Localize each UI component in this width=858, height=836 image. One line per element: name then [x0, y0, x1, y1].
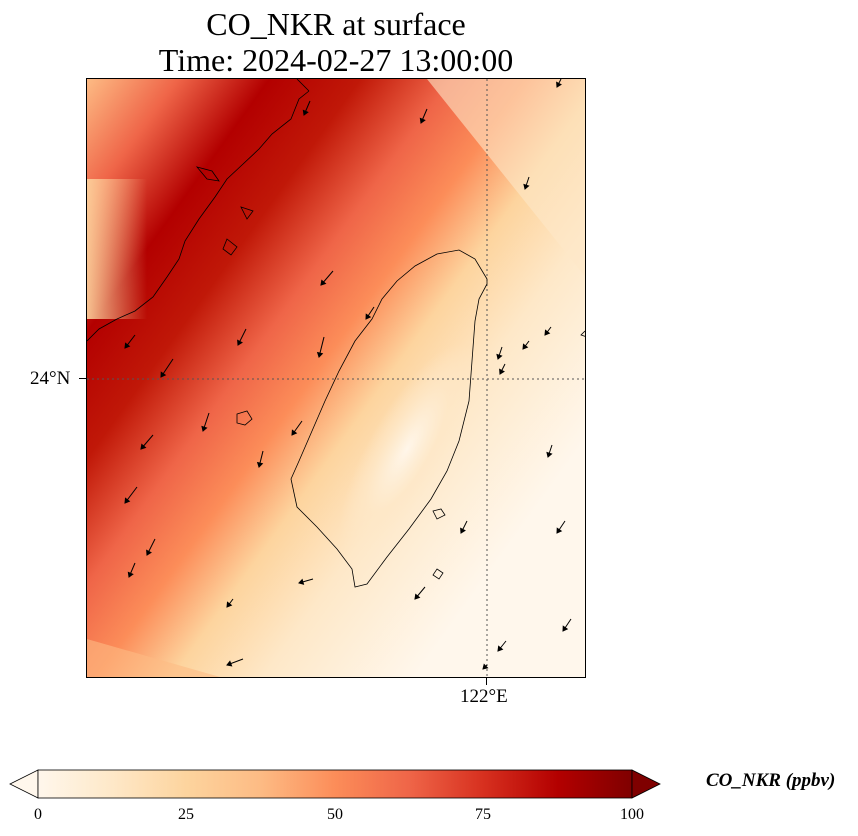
wind-vector-head — [140, 443, 147, 450]
wind-vector-head — [556, 81, 562, 88]
lat-tick-label: 24°N — [30, 368, 71, 389]
wind-vector-head — [562, 625, 569, 632]
wind-vector-head — [419, 117, 426, 124]
gridlines — [87, 79, 585, 677]
wind-vector-head — [124, 497, 131, 504]
colorbar-tick-0: 0 — [34, 806, 42, 823]
wind-vector-head — [414, 593, 421, 600]
colorbar — [9, 769, 661, 799]
wind-vector-head — [127, 571, 134, 578]
wind-vector-head — [497, 645, 504, 652]
wind-vector-head — [298, 578, 305, 585]
lon-tick-label: 122°E — [460, 686, 508, 707]
wind-vector-head — [256, 461, 264, 468]
colorbar-tick-50: 50 — [327, 806, 343, 823]
wind-vector-head — [482, 663, 489, 670]
wind-vector-head — [556, 527, 563, 534]
wind-vector-head — [226, 660, 233, 667]
map-canvas — [87, 79, 585, 677]
wind-vector-head — [544, 329, 551, 336]
plot-title-line1: CO_NKR at surface — [206, 6, 466, 42]
wind-vector-head — [320, 279, 327, 286]
wind-vector-head — [316, 351, 324, 358]
wind-vector-head — [522, 343, 529, 350]
colorbar-extend-low — [9, 769, 39, 799]
wind-vector-head — [496, 353, 503, 360]
wind-vector-head — [146, 549, 152, 556]
wind-vector-head — [546, 451, 553, 458]
wind-vector-head — [460, 527, 466, 534]
wind-vector-head — [499, 368, 505, 375]
coastline-mainland — [87, 79, 310, 342]
wind-vector-head — [237, 339, 243, 346]
coastline-islands — [236, 330, 585, 580]
coastline-taiwan — [290, 249, 488, 588]
wind-vector-head — [523, 183, 530, 190]
colorbar-tick-25: 25 — [178, 806, 194, 823]
coastlines — [87, 79, 585, 588]
map-panel — [86, 78, 586, 678]
wind-vector-head — [226, 601, 233, 608]
wind-vector-head — [160, 371, 167, 378]
colorbar-tick-100: 100 — [620, 806, 644, 823]
wind-vector-head — [201, 425, 208, 432]
plot-title-line2: Time: 2024-02-27 13:00:00 — [158, 42, 514, 78]
lon-tick — [486, 678, 487, 685]
wind-vectors — [124, 79, 572, 670]
wind-vector-head — [365, 313, 372, 320]
colorbar-tick-75: 75 — [475, 806, 491, 823]
wind-vector-head — [124, 342, 131, 349]
wind-vector-head — [302, 109, 309, 116]
concentration-field — [87, 79, 585, 677]
colorbar-title: CO_NKR (ppbv) — [706, 770, 836, 791]
lat-tick — [79, 378, 86, 379]
wind-vector-head — [291, 429, 298, 436]
colorbar-gradient — [37, 769, 633, 799]
colorbar-extend-high — [631, 769, 661, 799]
